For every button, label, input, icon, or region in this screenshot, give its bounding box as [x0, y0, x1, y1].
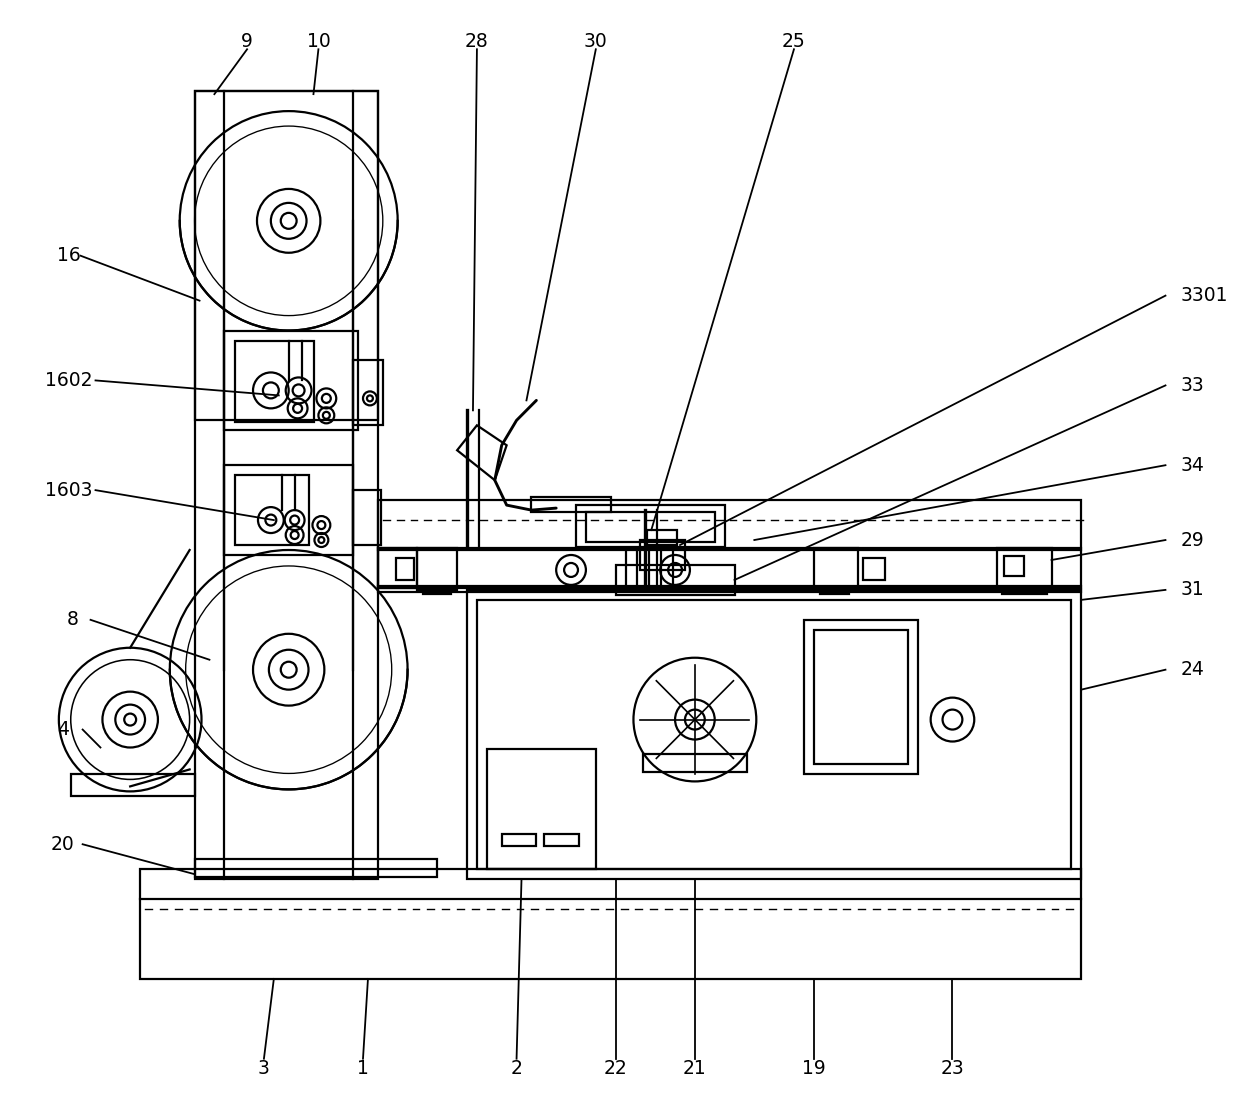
Text: 29: 29 — [1180, 530, 1204, 550]
Text: 23: 23 — [941, 1059, 965, 1078]
Bar — [487, 749, 595, 869]
Text: 34: 34 — [1180, 455, 1204, 475]
Text: 25: 25 — [782, 32, 806, 51]
Text: 9: 9 — [241, 32, 253, 51]
Bar — [997, 548, 1052, 590]
Text: 10: 10 — [306, 32, 330, 51]
Bar — [195, 91, 378, 879]
Bar — [587, 513, 714, 542]
Bar — [236, 341, 315, 422]
Bar — [195, 859, 438, 877]
Text: 30: 30 — [584, 32, 608, 51]
Text: 28: 28 — [465, 32, 489, 51]
Bar — [640, 540, 684, 570]
Bar — [1002, 588, 1047, 594]
Bar — [378, 586, 1081, 592]
Bar — [236, 475, 310, 544]
Bar — [353, 491, 381, 544]
Text: 1602: 1602 — [45, 371, 93, 389]
Text: 1: 1 — [357, 1059, 370, 1078]
Text: 3: 3 — [258, 1059, 270, 1078]
Bar — [813, 548, 858, 590]
Bar — [140, 869, 1081, 979]
Bar — [467, 590, 1081, 879]
Text: 16: 16 — [57, 246, 81, 265]
Text: 21: 21 — [683, 1059, 707, 1078]
Text: 19: 19 — [802, 1059, 826, 1078]
Bar — [804, 619, 918, 774]
Bar — [71, 774, 195, 796]
Bar — [820, 588, 849, 594]
Text: 4: 4 — [57, 720, 68, 739]
Bar — [863, 558, 885, 580]
Text: 31: 31 — [1180, 581, 1204, 600]
Bar — [195, 91, 378, 420]
Bar — [378, 548, 418, 587]
Text: 22: 22 — [604, 1059, 627, 1078]
Bar — [418, 548, 458, 590]
Text: 3301: 3301 — [1180, 286, 1228, 305]
Bar — [423, 588, 451, 594]
Bar — [544, 834, 579, 846]
Bar — [378, 548, 1081, 587]
Bar — [813, 630, 908, 764]
Bar — [224, 465, 353, 556]
Text: 33: 33 — [1180, 376, 1204, 395]
Bar — [353, 361, 383, 426]
Bar — [378, 500, 1081, 550]
Text: 20: 20 — [51, 835, 74, 854]
Bar — [477, 600, 1071, 869]
Bar — [615, 565, 734, 595]
Bar — [396, 558, 413, 580]
Bar — [644, 755, 748, 772]
Text: 24: 24 — [1180, 660, 1204, 679]
Text: 2: 2 — [511, 1059, 522, 1078]
Text: 1603: 1603 — [45, 481, 93, 499]
Text: 8: 8 — [67, 610, 78, 629]
Bar — [647, 530, 677, 544]
Bar — [1004, 556, 1024, 576]
Bar — [532, 497, 610, 513]
Bar — [577, 505, 724, 547]
Bar — [502, 834, 537, 846]
Bar — [224, 331, 358, 430]
